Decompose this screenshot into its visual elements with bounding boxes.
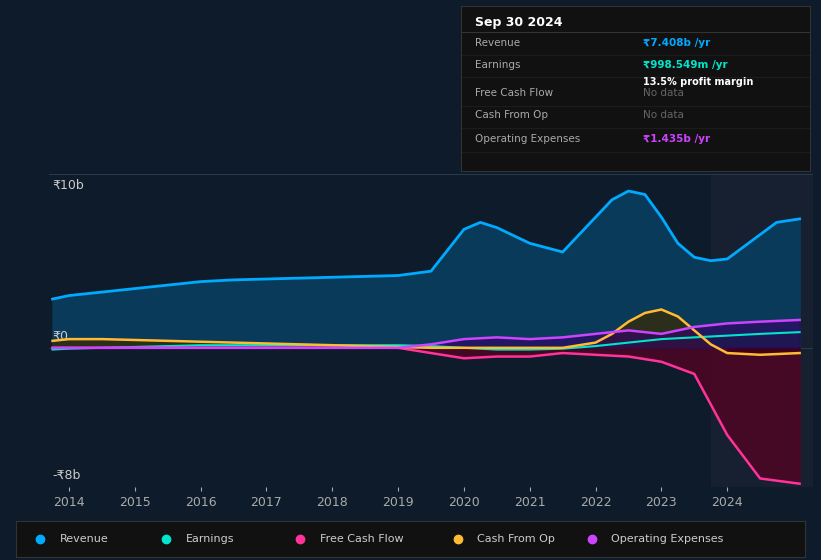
Text: ₹10b: ₹10b: [53, 179, 85, 192]
Text: ₹7.408b /yr: ₹7.408b /yr: [643, 38, 710, 48]
Text: Free Cash Flow: Free Cash Flow: [475, 88, 553, 98]
Text: Cash From Op: Cash From Op: [478, 534, 555, 544]
Text: Sep 30 2024: Sep 30 2024: [475, 16, 563, 29]
Text: Earnings: Earnings: [475, 60, 521, 70]
Text: Earnings: Earnings: [186, 534, 234, 544]
Text: ₹1.435b /yr: ₹1.435b /yr: [643, 134, 710, 144]
Text: -₹8b: -₹8b: [53, 469, 81, 482]
Text: Free Cash Flow: Free Cash Flow: [320, 534, 403, 544]
Text: Cash From Op: Cash From Op: [475, 110, 548, 120]
Bar: [711, 174, 813, 487]
Text: No data: No data: [643, 110, 684, 120]
Text: Revenue: Revenue: [60, 534, 108, 544]
Text: ₹998.549m /yr: ₹998.549m /yr: [643, 60, 727, 70]
Text: No data: No data: [643, 88, 684, 98]
Text: 13.5% profit margin: 13.5% profit margin: [643, 77, 753, 87]
Text: Revenue: Revenue: [475, 38, 521, 48]
Text: Operating Expenses: Operating Expenses: [612, 534, 724, 544]
Text: Operating Expenses: Operating Expenses: [475, 134, 580, 144]
Text: ₹0: ₹0: [53, 330, 68, 343]
